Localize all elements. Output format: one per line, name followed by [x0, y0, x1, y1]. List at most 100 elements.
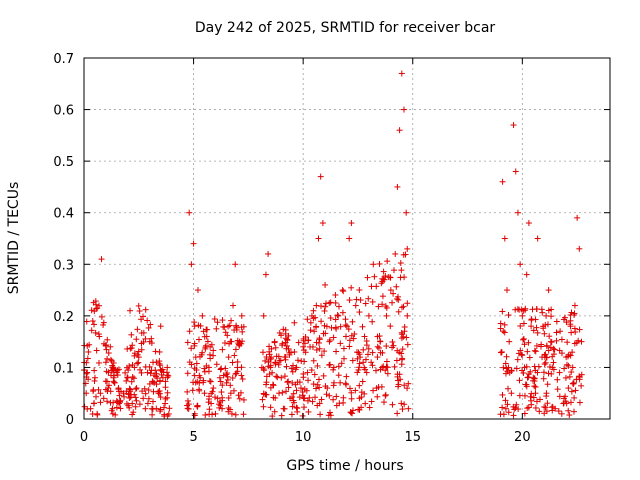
data-point — [157, 366, 164, 373]
data-point — [499, 178, 506, 185]
data-point — [319, 220, 326, 227]
data-point — [359, 378, 366, 385]
data-point — [403, 334, 410, 341]
data-point — [124, 374, 131, 381]
data-point — [516, 392, 523, 399]
data-point — [321, 348, 328, 355]
data-point — [348, 395, 355, 402]
data-point — [513, 365, 520, 372]
data-point — [379, 293, 386, 300]
data-point — [561, 314, 568, 321]
data-point — [334, 312, 341, 319]
data-point — [323, 300, 330, 307]
data-point — [343, 373, 350, 380]
data-point — [573, 376, 580, 383]
data-point — [191, 323, 198, 330]
data-point — [374, 354, 381, 361]
data-point — [227, 382, 234, 389]
data-point — [98, 313, 105, 320]
data-point — [224, 370, 231, 377]
data-point — [134, 326, 141, 333]
x-axis-label: GPS time / hours — [286, 458, 403, 474]
data-point — [332, 292, 339, 299]
data-point — [526, 354, 533, 361]
data-point — [540, 375, 547, 382]
y-tick-label: 0.7 — [53, 52, 74, 67]
data-point — [398, 400, 405, 407]
data-point — [294, 408, 301, 415]
data-point — [576, 326, 583, 333]
data-point — [132, 386, 139, 393]
data-point — [132, 403, 139, 410]
data-point — [207, 378, 214, 385]
data-point — [267, 384, 274, 391]
data-point — [230, 387, 237, 394]
data-point — [510, 122, 517, 129]
data-point — [362, 400, 369, 407]
data-point — [259, 396, 266, 403]
data-point — [348, 409, 355, 416]
data-point — [219, 397, 226, 404]
data-point — [209, 388, 216, 395]
data-point — [289, 403, 296, 410]
data-point — [93, 393, 100, 400]
data-point — [397, 274, 404, 281]
data-point — [292, 366, 299, 373]
data-point — [379, 275, 386, 282]
data-point — [363, 338, 370, 345]
data-point — [499, 391, 506, 398]
data-point — [111, 379, 118, 386]
data-point — [203, 326, 210, 333]
data-point — [564, 339, 571, 346]
data-point — [528, 397, 535, 404]
data-point — [576, 374, 583, 381]
data-point — [271, 408, 278, 415]
data-point — [211, 394, 218, 401]
data-point — [542, 351, 549, 358]
data-point — [516, 377, 523, 384]
data-point — [361, 390, 368, 397]
data-point — [308, 367, 315, 374]
data-point — [148, 340, 155, 347]
data-point — [121, 393, 128, 400]
data-point — [546, 363, 553, 370]
data-point — [521, 341, 528, 348]
data-point — [95, 331, 102, 338]
data-point — [549, 407, 556, 414]
data-point — [157, 394, 164, 401]
data-point — [97, 390, 104, 397]
data-point — [236, 342, 243, 349]
data-point — [396, 127, 403, 134]
data-point — [147, 370, 154, 377]
data-point — [126, 363, 133, 370]
grid-lines — [84, 57, 610, 419]
data-point — [219, 405, 226, 412]
data-point — [300, 374, 307, 381]
data-point — [145, 387, 152, 394]
data-point — [317, 411, 324, 418]
data-point — [378, 280, 385, 287]
data-point — [561, 365, 568, 372]
data-point — [229, 374, 236, 381]
data-point — [578, 382, 585, 389]
x-tick-label: 20 — [514, 430, 531, 445]
data-point — [348, 389, 355, 396]
data-point — [364, 351, 371, 358]
data-point — [297, 385, 304, 392]
data-point — [332, 299, 339, 306]
data-point — [137, 366, 144, 373]
data-point — [153, 381, 160, 388]
data-point — [88, 307, 95, 314]
data-point — [199, 349, 206, 356]
data-point — [536, 408, 543, 415]
data-point — [497, 320, 504, 327]
data-point — [502, 370, 509, 377]
data-point — [138, 369, 145, 376]
data-point — [275, 353, 282, 360]
data-point — [382, 367, 389, 374]
data-point — [513, 401, 520, 408]
data-point — [405, 405, 412, 412]
data-point — [387, 323, 394, 330]
data-point — [228, 410, 235, 417]
